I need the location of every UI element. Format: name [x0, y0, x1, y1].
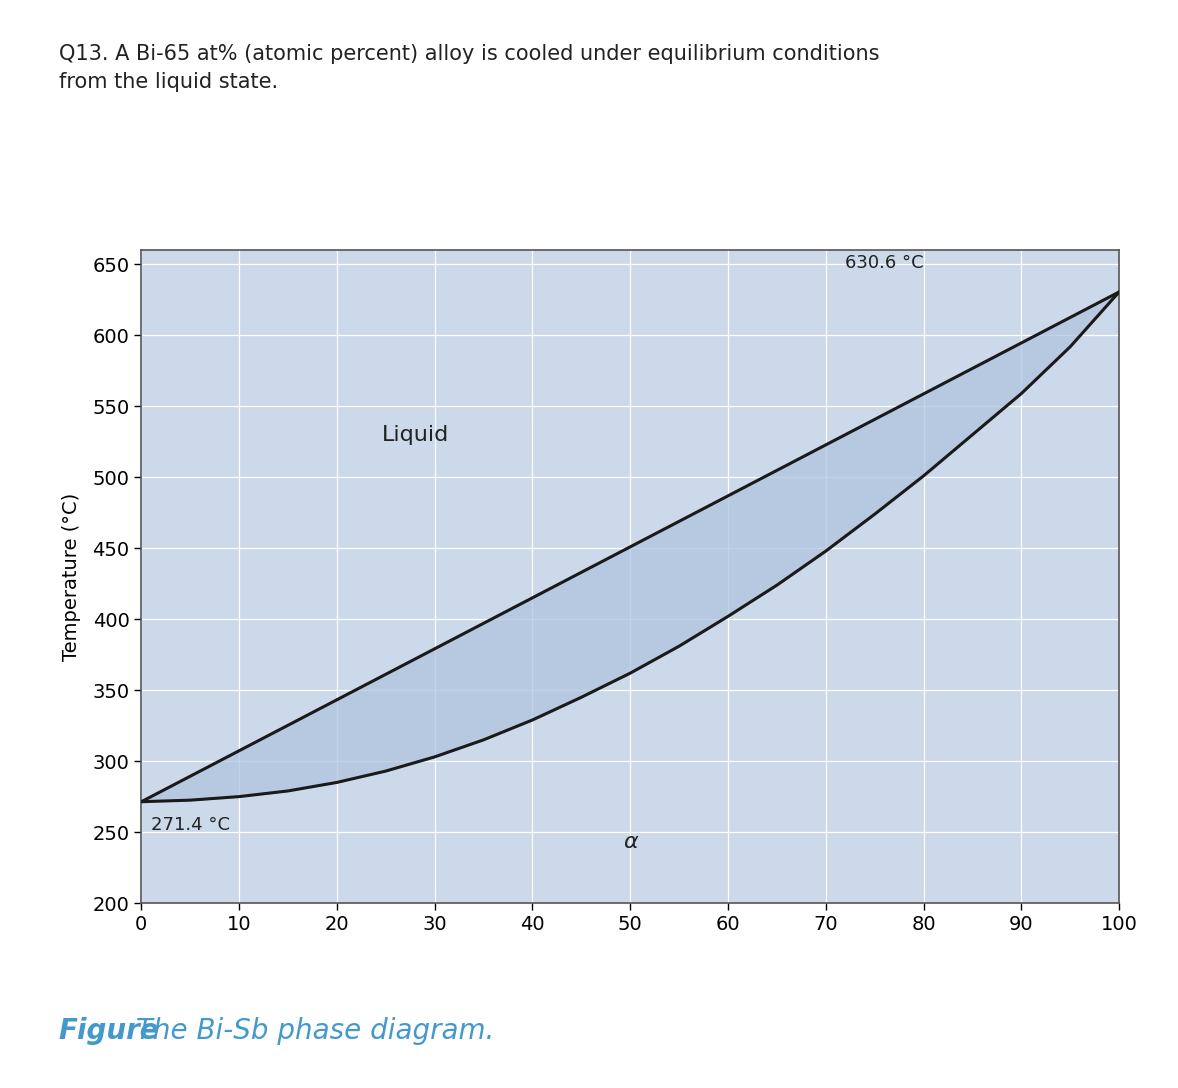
Text: α: α: [623, 832, 637, 852]
Text: Q13. A Bi-65 at% (atomic percent) alloy is cooled under equilibrium conditions
f: Q13. A Bi-65 at% (atomic percent) alloy …: [59, 44, 880, 91]
Text: Liquid: Liquid: [382, 424, 449, 445]
Text: The Bi-Sb phase diagram.: The Bi-Sb phase diagram.: [127, 1017, 495, 1046]
Text: Figure: Figure: [59, 1017, 159, 1046]
Text: 630.6 °C: 630.6 °C: [846, 254, 924, 272]
Y-axis label: Temperature (°C): Temperature (°C): [62, 493, 81, 660]
Text: 271.4 °C: 271.4 °C: [151, 816, 230, 834]
